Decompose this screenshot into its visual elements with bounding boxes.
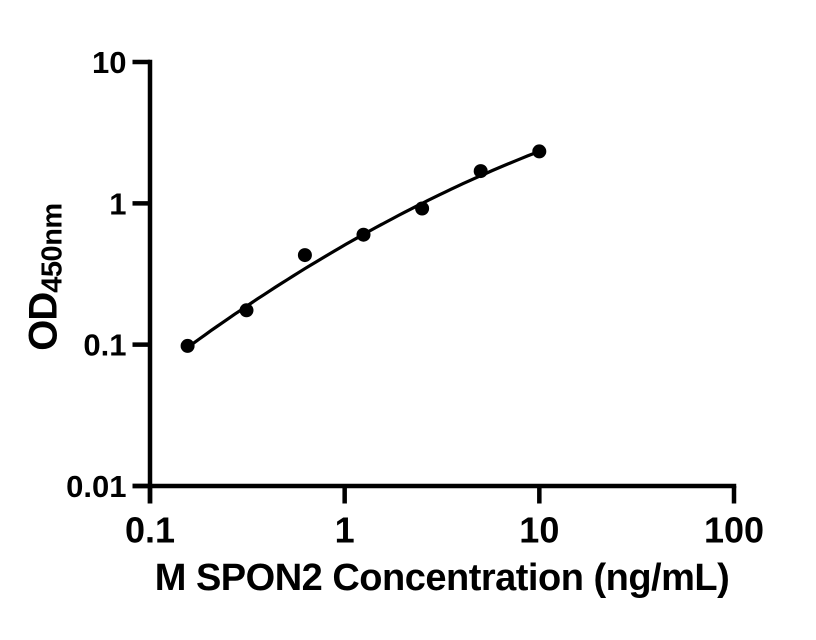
data-point bbox=[473, 164, 488, 179]
fit-curve bbox=[186, 149, 541, 349]
x-tick-label: 1 bbox=[335, 510, 355, 551]
x-tick-label: 10 bbox=[519, 510, 559, 551]
y-tick-label: 1 bbox=[109, 186, 126, 221]
data-point bbox=[239, 303, 254, 318]
data-point bbox=[180, 338, 195, 353]
y-tick-label: 0.01 bbox=[66, 469, 126, 504]
y-axis-title-main: OD bbox=[21, 292, 66, 351]
y-tick-label: 0.1 bbox=[83, 328, 126, 363]
y-axis-title-subscript: 450nm bbox=[36, 203, 69, 293]
x-axis-title: M SPON2 Concentration (ng/mL) bbox=[154, 557, 730, 599]
data-point bbox=[356, 227, 371, 242]
x-tick-label: 0.1 bbox=[125, 510, 175, 551]
x-tick-label: 100 bbox=[704, 510, 764, 551]
data-point bbox=[532, 144, 547, 159]
y-tick-label: 10 bbox=[92, 45, 126, 80]
data-point bbox=[415, 201, 430, 216]
data-point bbox=[297, 248, 312, 263]
y-axis-title: OD450nm bbox=[21, 203, 69, 351]
